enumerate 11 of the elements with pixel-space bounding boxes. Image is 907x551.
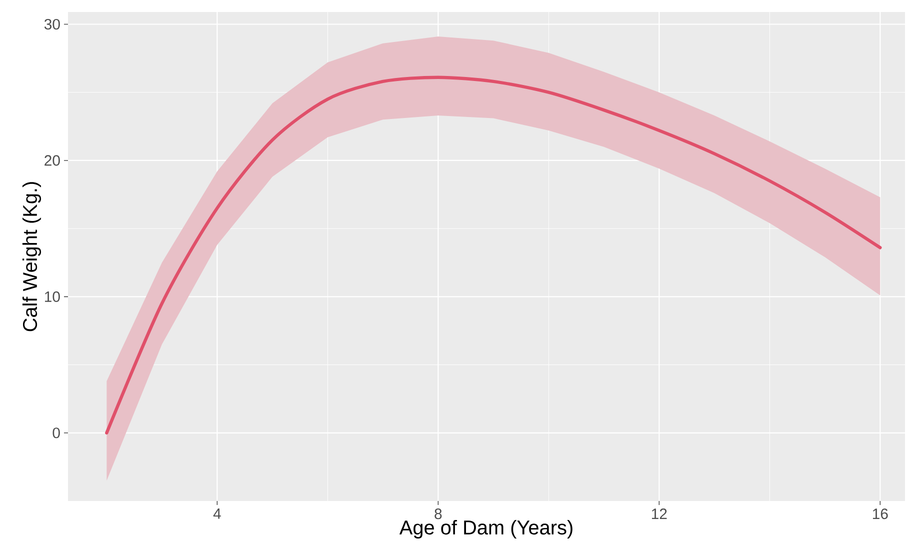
x-tick-label: 8 bbox=[434, 508, 442, 520]
y-tick-label: 0 bbox=[52, 428, 60, 438]
line-series bbox=[105, 76, 882, 434]
x-axis-title: Age of Dam (Years) bbox=[399, 520, 572, 539]
y-tick-label: 30 bbox=[44, 18, 60, 30]
x-tick-label: 12 bbox=[652, 508, 667, 519]
y-tick-label: 10 bbox=[45, 291, 60, 302]
y-tick-label: 20 bbox=[44, 155, 60, 166]
y-axis-title: Calf Weight (Kg.) bbox=[22, 182, 42, 332]
x-tick-label: 4 bbox=[213, 508, 221, 519]
x-tick-label: 16 bbox=[872, 508, 888, 520]
